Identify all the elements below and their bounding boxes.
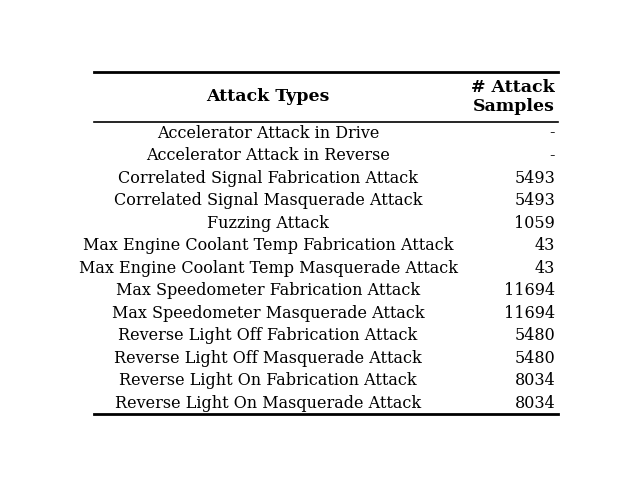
Text: 5493: 5493 xyxy=(515,192,555,209)
Text: Reverse Light On Fabrication Attack: Reverse Light On Fabrication Attack xyxy=(119,372,417,389)
Text: Reverse Light On Masquerade Attack: Reverse Light On Masquerade Attack xyxy=(115,395,421,412)
Text: Correlated Signal Masquerade Attack: Correlated Signal Masquerade Attack xyxy=(114,192,422,209)
Text: 43: 43 xyxy=(535,237,555,254)
Text: 11694: 11694 xyxy=(504,282,555,299)
Text: Accelerator Attack in Drive: Accelerator Attack in Drive xyxy=(157,125,379,141)
Text: Max Engine Coolant Temp Fabrication Attack: Max Engine Coolant Temp Fabrication Atta… xyxy=(83,237,453,254)
Text: Accelerator Attack in Reverse: Accelerator Attack in Reverse xyxy=(146,147,390,164)
Text: Reverse Light Off Fabrication Attack: Reverse Light Off Fabrication Attack xyxy=(118,327,418,344)
Text: Max Engine Coolant Temp Masquerade Attack: Max Engine Coolant Temp Masquerade Attac… xyxy=(78,260,457,277)
Text: -: - xyxy=(550,147,555,164)
Text: 5480: 5480 xyxy=(515,349,555,367)
Text: 11694: 11694 xyxy=(504,304,555,322)
Text: # Attack
Samples: # Attack Samples xyxy=(471,78,555,115)
Text: Max Speedometer Masquerade Attack: Max Speedometer Masquerade Attack xyxy=(112,304,424,322)
Text: Attack Types: Attack Types xyxy=(206,88,329,106)
Text: Max Speedometer Fabrication Attack: Max Speedometer Fabrication Attack xyxy=(116,282,420,299)
Text: 1059: 1059 xyxy=(515,215,555,231)
Text: 5493: 5493 xyxy=(515,170,555,186)
Text: Reverse Light Off Masquerade Attack: Reverse Light Off Masquerade Attack xyxy=(114,349,422,367)
Text: -: - xyxy=(550,125,555,141)
Text: 8034: 8034 xyxy=(515,395,555,412)
Text: 5480: 5480 xyxy=(515,327,555,344)
Text: Fuzzing Attack: Fuzzing Attack xyxy=(207,215,329,231)
Text: 43: 43 xyxy=(535,260,555,277)
Text: 8034: 8034 xyxy=(515,372,555,389)
Text: Correlated Signal Fabrication Attack: Correlated Signal Fabrication Attack xyxy=(118,170,418,186)
